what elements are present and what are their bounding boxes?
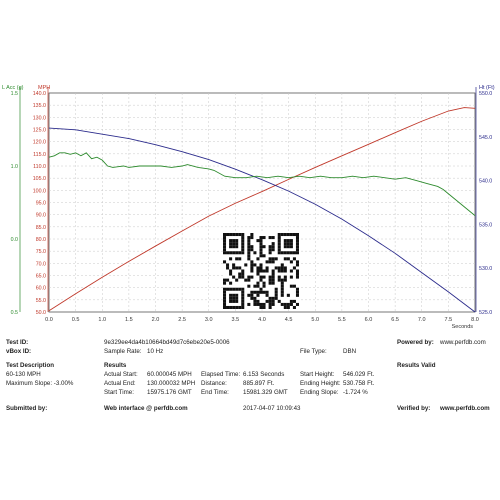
mph-tick-label: 60.0 bbox=[36, 286, 46, 292]
sample-rate-value: 10 Hz bbox=[147, 348, 164, 355]
actual-end-label: Actual End: bbox=[104, 380, 136, 387]
start-time-value: 15975.176 GMT bbox=[147, 389, 192, 396]
elapsed-time-label: Elapsed Time: bbox=[201, 371, 241, 378]
test-id-value: 9e329ee4da4b10664bd49d7c6ebe20e5-0006 bbox=[104, 339, 230, 346]
results-valid-badge: Results Valid bbox=[397, 362, 436, 369]
ending-height-label: Ending Height: bbox=[300, 380, 341, 387]
x-tick-label: 3.5 bbox=[232, 317, 240, 323]
height-tick-label: 540.0 bbox=[479, 179, 492, 185]
x-tick-label: 5.0 bbox=[311, 317, 319, 323]
file-type-label: File Type: bbox=[300, 348, 327, 355]
mph-tick-label: 95.0 bbox=[36, 201, 46, 207]
x-tick-label: 1.0 bbox=[98, 317, 106, 323]
x-axis-label: Seconds bbox=[452, 324, 474, 330]
ending-slope-label: Ending Slope: bbox=[300, 389, 339, 396]
mph-tick-label: 80.0 bbox=[36, 237, 46, 243]
x-tick-label: 2.0 bbox=[152, 317, 160, 323]
end-time-value: 15981.329 GMT bbox=[243, 389, 288, 396]
start-time-label: Start Time: bbox=[104, 389, 134, 396]
accel-tick-label: 1.0 bbox=[11, 164, 18, 170]
accel-axis-label: L Acc (g) bbox=[2, 85, 24, 91]
test-description-heading: Test Description bbox=[6, 362, 55, 369]
x-tick-label: 8.0 bbox=[471, 317, 479, 323]
start-height-value: 546.029 Ft. bbox=[343, 371, 375, 378]
x-tick-label: 2.5 bbox=[178, 317, 186, 323]
mph-axis-label: MPH bbox=[38, 85, 50, 91]
mph-tick-label: 140.0 bbox=[33, 91, 46, 97]
submitted-by-label: Submitted by: bbox=[6, 405, 48, 412]
description-line-1: 60-130 MPH bbox=[6, 371, 41, 378]
accel-tick-label: 1.5 bbox=[11, 91, 18, 97]
mph-tick-label: 75.0 bbox=[36, 249, 46, 255]
x-tick-label: 3.0 bbox=[205, 317, 213, 323]
mph-tick-label: 90.0 bbox=[36, 213, 46, 219]
vbox-id-label: vBox ID: bbox=[6, 348, 32, 355]
start-height-label: Start Height: bbox=[300, 371, 335, 378]
test-id-label: Test ID: bbox=[6, 339, 29, 346]
x-tick-label: 4.0 bbox=[258, 317, 266, 323]
description-line-2: Maximum Slope: -3.00% bbox=[6, 380, 74, 387]
mph-tick-label: 130.0 bbox=[33, 115, 46, 121]
mph-tick-label: 115.0 bbox=[33, 152, 46, 158]
qr-code-icon bbox=[223, 233, 299, 309]
distance-label: Distance: bbox=[201, 380, 227, 387]
height-tick-label: 535.0 bbox=[479, 222, 492, 228]
accel-series-line bbox=[48, 152, 476, 216]
ending-height-value: 530.758 Ft. bbox=[343, 380, 375, 387]
x-tick-label: 0.0 bbox=[45, 317, 53, 323]
x-tick-label: 6.0 bbox=[365, 317, 373, 323]
height-tick-label: 545.0 bbox=[479, 135, 492, 141]
mph-tick-label: 120.0 bbox=[33, 140, 46, 146]
mph-tick-label: 50.0 bbox=[36, 310, 46, 316]
distance-value: 885.897 Ft. bbox=[243, 380, 275, 387]
mph-tick-label: 105.0 bbox=[33, 176, 46, 182]
x-tick-label: 7.5 bbox=[445, 317, 453, 323]
ending-slope-value: -1.724 % bbox=[343, 389, 368, 396]
x-tick-label: 1.5 bbox=[125, 317, 133, 323]
report-timestamp: 2017-04-07 10:09:43 bbox=[243, 405, 301, 412]
x-tick-label: 0.5 bbox=[72, 317, 80, 323]
actual-end-value: 130.000032 MPH bbox=[147, 380, 196, 387]
results-heading: Results bbox=[104, 362, 127, 369]
x-tick-label: 7.0 bbox=[418, 317, 426, 323]
x-tick-label: 5.5 bbox=[338, 317, 346, 323]
height-axis-label: Ht (Ft) bbox=[479, 85, 495, 91]
accel-tick-label: 0.0 bbox=[11, 237, 18, 243]
end-time-label: End Time: bbox=[201, 389, 229, 396]
actual-start-value: 60.000045 MPH bbox=[147, 371, 192, 378]
powered-by-link[interactable]: www.perfdb.com bbox=[440, 339, 486, 346]
verified-by-label: Verified by: bbox=[397, 405, 431, 412]
mph-tick-label: 100.0 bbox=[33, 188, 46, 194]
height-tick-label: 525.0 bbox=[479, 310, 492, 316]
height-tick-label: 550.0 bbox=[479, 91, 492, 97]
x-tick-label: 6.5 bbox=[391, 317, 399, 323]
mph-tick-label: 85.0 bbox=[36, 225, 46, 231]
mph-tick-label: 65.0 bbox=[36, 274, 46, 280]
height-tick-label: 530.0 bbox=[479, 266, 492, 272]
sample-rate-label: Sample Rate: bbox=[104, 348, 142, 355]
actual-start-label: Actual Start: bbox=[104, 371, 138, 378]
mph-tick-label: 135.0 bbox=[33, 103, 46, 109]
file-type-value: DBN bbox=[343, 348, 357, 355]
mph-tick-label: 110.0 bbox=[33, 164, 46, 170]
mph-tick-label: 125.0 bbox=[33, 128, 46, 134]
height-series-line bbox=[48, 127, 476, 313]
elapsed-time-value: 6.153 Seconds bbox=[243, 371, 285, 378]
x-tick-label: 4.5 bbox=[285, 317, 293, 323]
powered-by-label: Powered by: bbox=[397, 339, 434, 346]
verified-by-link[interactable]: www.perfdb.com bbox=[440, 405, 490, 412]
accel-tick-label: 0.5 bbox=[11, 310, 18, 316]
mph-tick-label: 55.0 bbox=[36, 298, 46, 304]
web-interface-link[interactable]: Web interface @ perfdb.com bbox=[104, 405, 188, 412]
mph-tick-label: 70.0 bbox=[36, 261, 46, 267]
